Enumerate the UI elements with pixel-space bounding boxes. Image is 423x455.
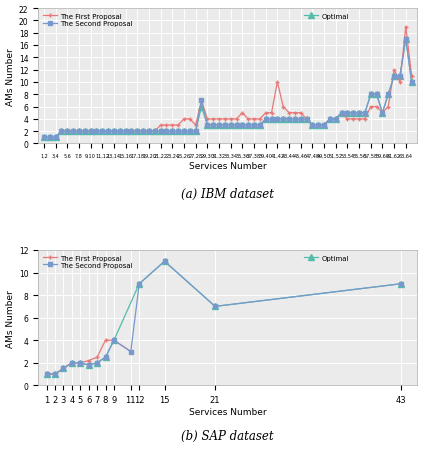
Line: The Second Proposal: The Second Proposal [44, 259, 403, 377]
Line: The Second Proposal: The Second Proposal [41, 37, 414, 141]
The Second Proposal [78, 360, 83, 366]
Optimal [409, 80, 414, 86]
Text: (a) IBM dataset: (a) IBM dataset [181, 187, 274, 200]
The Second Proposal [52, 372, 58, 377]
Line: The First Proposal: The First Proposal [44, 338, 133, 377]
The Second Proposal [41, 135, 47, 141]
Line: The First Proposal: The First Proposal [41, 25, 414, 141]
The Second Proposal [398, 282, 403, 287]
The First Proposal [103, 338, 108, 343]
The Second Proposal [275, 117, 280, 122]
Optimal [162, 259, 167, 264]
Optimal [78, 360, 83, 366]
The Second Proposal [409, 80, 414, 86]
Legend: Optimal: Optimal [302, 254, 350, 263]
The Second Proposal [69, 360, 74, 366]
The First Proposal [69, 360, 74, 366]
The Second Proposal [246, 123, 251, 128]
The First Proposal [222, 117, 228, 122]
Optimal [222, 123, 228, 128]
Y-axis label: AMs Number: AMs Number [5, 289, 14, 347]
Optimal [103, 354, 108, 360]
The Second Proposal [403, 37, 408, 42]
Optimal [88, 129, 93, 135]
Y-axis label: AMs Number: AMs Number [5, 48, 14, 106]
Line: Optimal: Optimal [44, 259, 404, 377]
The First Proposal [95, 354, 100, 360]
Optimal [41, 135, 47, 141]
The Second Proposal [88, 129, 93, 135]
The First Proposal [61, 366, 66, 371]
The First Proposal [44, 372, 49, 377]
The First Proposal [246, 117, 251, 122]
The First Proposal [193, 123, 198, 128]
Optimal [398, 282, 403, 287]
X-axis label: Services Number: Services Number [189, 162, 266, 171]
The Second Proposal [193, 129, 198, 135]
Optimal [137, 282, 142, 287]
Line: Optimal: Optimal [41, 37, 415, 141]
The Second Proposal [128, 349, 133, 354]
Optimal [61, 366, 66, 371]
Optimal [193, 129, 198, 135]
The Second Proposal [86, 363, 91, 368]
The First Proposal [52, 372, 58, 377]
The Second Proposal [281, 117, 286, 122]
The Second Proposal [222, 123, 228, 128]
The First Proposal [41, 135, 47, 141]
The First Proposal [88, 129, 93, 135]
The Second Proposal [95, 360, 100, 366]
Optimal [281, 117, 286, 122]
The Second Proposal [213, 304, 218, 309]
The First Proposal [86, 358, 91, 364]
Text: (b) SAP dataset: (b) SAP dataset [181, 429, 274, 442]
Optimal [69, 360, 74, 366]
Optimal [275, 117, 280, 122]
The Second Proposal [103, 354, 108, 360]
The First Proposal [403, 25, 408, 30]
The Second Proposal [44, 372, 49, 377]
The First Proposal [111, 338, 116, 343]
The Second Proposal [111, 338, 116, 343]
X-axis label: Services Number: Services Number [189, 407, 266, 416]
The Second Proposal [162, 259, 167, 264]
The Second Proposal [61, 366, 66, 371]
Optimal [44, 372, 49, 377]
Legend: Optimal: Optimal [302, 12, 350, 21]
Optimal [111, 338, 116, 343]
Optimal [52, 372, 58, 377]
Optimal [246, 123, 251, 128]
The First Proposal [275, 80, 280, 86]
The First Proposal [281, 105, 286, 110]
The Second Proposal [137, 282, 142, 287]
The First Proposal [78, 360, 83, 366]
The First Proposal [128, 349, 133, 354]
Optimal [403, 37, 408, 42]
Optimal [86, 363, 91, 368]
The First Proposal [409, 74, 414, 79]
Optimal [95, 360, 100, 366]
Optimal [213, 304, 218, 309]
